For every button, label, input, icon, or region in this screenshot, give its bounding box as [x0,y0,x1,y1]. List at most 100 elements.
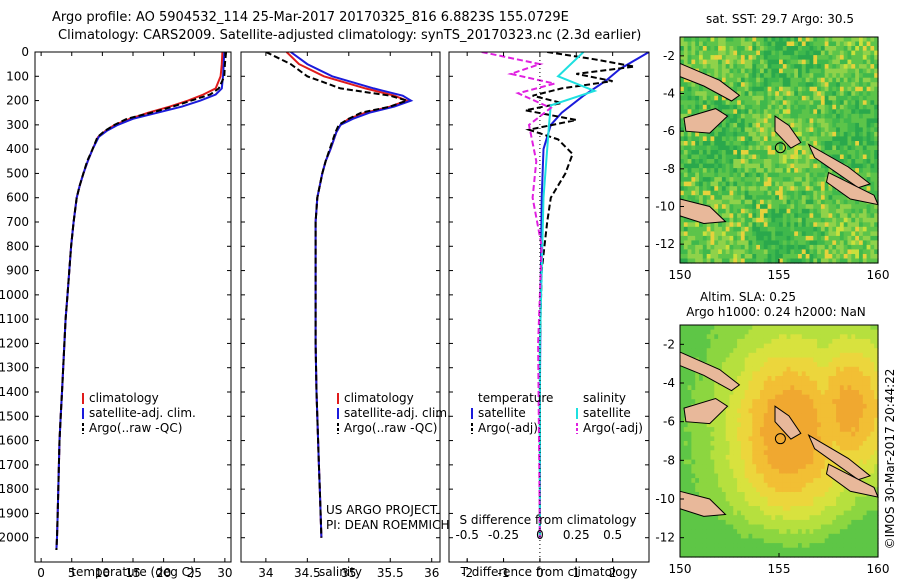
temperature-legend-label: satellite-adj. clim. [89,406,196,420]
salinity-plot-frame [240,51,441,563]
sst-lon-label: 160 [867,268,890,282]
sdiff-tick-label: 0 [536,528,544,542]
salinity-legend-label: Argo(..raw -QC) [344,421,437,435]
depth-tick-label: 1800 [0,482,29,496]
depth-tick-label: 1600 [0,434,29,448]
sdiff-tick-label: 0.5 [603,528,622,542]
temperature-satellite-line [55,52,226,550]
depth-tick-label: 300 [6,118,29,132]
tdiff-legend-label: satellite [478,406,526,420]
sst-land-outline [807,143,872,189]
sdiff-legend-label: Argo(-adj) [583,421,643,435]
depth-tick-label: 600 [6,191,29,205]
differences-xtick-label: -1 [498,566,510,580]
salinity-argo-line [265,52,411,538]
temperature-climatology-line [55,52,224,550]
sst-lat-label: -10 [655,200,675,214]
salinity-xaxis-label: salinity [319,565,362,579]
sst-lon-label: 155 [768,268,791,282]
salinity-xtick-label: 35 [341,566,356,580]
sst-land-outline [683,108,729,134]
sst-land-outline [825,171,879,206]
tdiff-legend-label: temperature [478,391,553,405]
salinity-xtick-label: 35.5 [377,566,404,580]
sdiff-legend-label: satellite [583,406,631,420]
project-label: US ARGO PROJECT [326,503,438,517]
depth-tick-label: 500 [6,166,29,180]
sla-lat-label: -6 [663,415,675,429]
salinity-satellite-line [290,52,414,538]
sst-lat-label: -4 [663,87,675,101]
depth-tick-label: 2000 [0,531,29,545]
depth-tick-label: 1200 [0,336,29,350]
salinity-climatology-line [285,52,410,538]
imos-credit: ©IMOS 30-Mar-2017 20:44:22 [883,369,897,550]
sst-lat-label: -8 [663,162,675,176]
differences-plot-frame [448,51,650,563]
sst-land-outline [774,115,802,149]
temperature-series-group [55,52,228,550]
sst-lat-label: -12 [655,237,675,251]
salinity-xtick-label: 34 [258,566,273,580]
sla-lat-label: -2 [663,337,675,351]
sla-lat-label: -8 [663,453,675,467]
differences-s-argo-line [481,52,555,538]
salinity-legend-label: climatology [344,391,414,405]
depth-tick-label: 1900 [0,506,29,520]
depth-tick-label: 100 [6,69,29,83]
sdiff-tick-label: -0.5 [455,528,478,542]
profile-title: Argo profile: AO 5904532_114 25-Mar-2017… [52,10,569,25]
depth-tick-label: 1100 [0,312,29,326]
sdiff-axis-label: S difference from climatology [460,513,637,527]
sla-lat-label: -12 [655,531,675,545]
sla-map-subtitle: Argo h1000: 0.24 h2000: NaN [686,305,866,319]
depth-tick-label: 800 [6,239,29,253]
temperature-plot-frame [34,51,232,563]
temperature-xtick-label: 30 [217,566,232,580]
pi-label: PI: DEAN ROEMMICH [326,518,449,532]
sla-lat-label: -4 [663,376,675,390]
temperature-xtick-label: 20 [156,566,171,580]
depth-tick-label: 400 [6,142,29,156]
differences-xaxis-label: T difference from climatology [460,565,638,579]
sla-map-title: Altim. SLA: 0.25 [700,290,796,304]
temperature-xtick-label: 10 [95,566,110,580]
salinity-xtick-label: 34.5 [294,566,321,580]
sla-land-outline [683,397,729,425]
sst-lat-label: -6 [663,124,675,138]
depth-tick-label: 1400 [0,385,29,399]
depth-tick-label: 1300 [0,361,29,375]
sla-land-outline [807,433,872,481]
temperature-legend-label: Argo(..raw -QC) [89,421,182,435]
sdiff-tick-label: -0.25 [488,528,519,542]
sla-land-outline [774,405,802,440]
sdiff-tick-label: 0.25 [563,528,590,542]
temperature-legend-label: climatology [89,391,159,405]
depth-tick-label: 0 [21,45,29,59]
differences-s-satellite-line [538,52,598,538]
temperature-xtick-label: 15 [125,566,140,580]
salinity-series-group [265,52,414,538]
depth-tick-label: 200 [6,94,29,108]
salinity-legend-label: satellite-adj. clim. [344,406,451,420]
temperature-xtick-label: 0 [37,566,45,580]
sst-map-title: sat. SST: 29.7 Argo: 30.5 [706,12,854,26]
sst-float-marker [774,142,786,154]
depth-tick-label: 1000 [0,288,29,302]
sst-lon-label: 150 [669,268,692,282]
tdiff-legend-label: Argo(-adj) [478,421,538,435]
sla-field-grid [680,325,879,558]
temperature-xtick-label: 25 [187,566,202,580]
sst-field-grid [680,37,879,264]
temperature-xaxis-label: temperature (deg C) [71,565,194,579]
sla-lon-label: 155 [768,562,791,576]
depth-tick-label: 1700 [0,458,29,472]
depth-tick-label: 1500 [0,409,29,423]
temperature-xtick-label: 5 [68,566,76,580]
sst-lat-label: -2 [663,49,675,63]
sdiff-legend-label: salinity [583,391,626,405]
sla-lon-label: 160 [867,562,890,576]
sla-float-marker [774,433,786,445]
sla-lat-label: -10 [655,492,675,506]
